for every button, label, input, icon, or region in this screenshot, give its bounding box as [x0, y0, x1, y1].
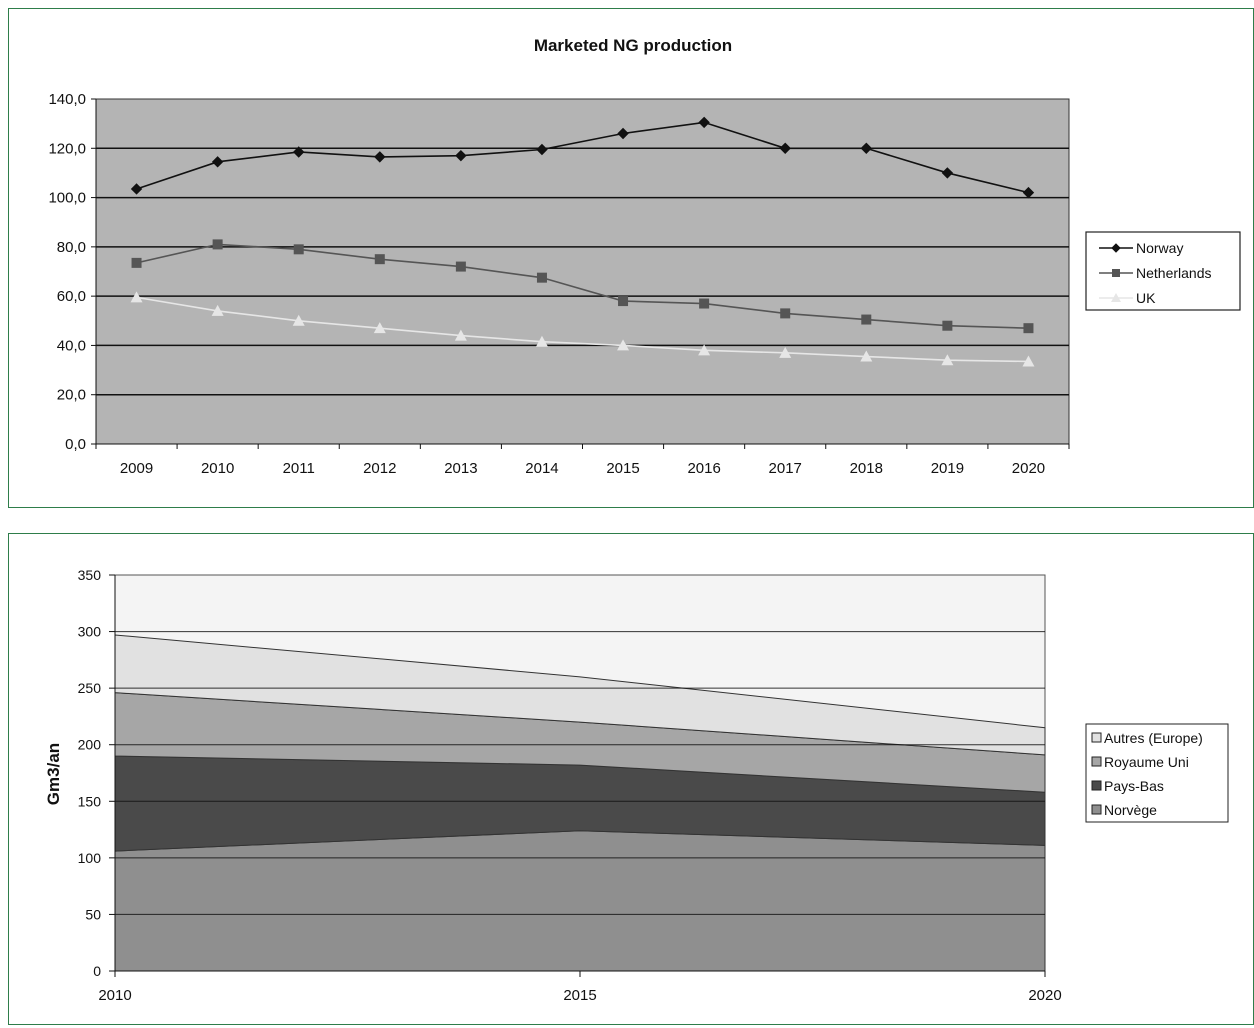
series-line — [136, 121, 1029, 194]
data-point-triangle — [130, 291, 143, 303]
y-tick-label: 40,0 — [57, 337, 86, 354]
data-point-diamond — [698, 116, 710, 129]
series-norway — [130, 116, 1035, 199]
data-point-diamond — [779, 142, 791, 154]
y-tick-label: 0 — [93, 963, 101, 979]
data-point-square — [131, 257, 142, 268]
data-point-diamond — [455, 149, 467, 162]
data-point-triangle — [1111, 293, 1121, 302]
y-tick-label: 300 — [78, 624, 102, 640]
y-tick-label: 60,0 — [57, 288, 86, 305]
data-point-square — [374, 254, 385, 265]
data-point-diamond — [293, 146, 305, 158]
legend-box — [1085, 723, 1229, 823]
x-tick-label: 2010 — [98, 987, 131, 1004]
data-point-diamond — [617, 127, 629, 140]
data-point-diamond — [1022, 186, 1035, 199]
data-point-square — [536, 272, 547, 283]
data-point-triangle — [292, 314, 305, 326]
data-point-diamond — [374, 151, 386, 163]
x-tick-label: 2015 — [606, 460, 639, 477]
y-tick-label: 140,0 — [48, 91, 86, 108]
series-uk — [130, 291, 1035, 367]
y-tick-label: 100,0 — [48, 190, 86, 207]
legend-label: Norway — [1136, 240, 1183, 256]
area-chart: 0 50 100 150 200 250 300 350 2010 2015 2020 Gm3/an A… — [44, 567, 1229, 1004]
data-point-square — [1112, 269, 1120, 277]
data-point-square — [618, 296, 629, 307]
x-tick-label: 2018 — [850, 460, 883, 477]
data-point-diamond — [1111, 243, 1121, 253]
data-point-triangle — [860, 350, 873, 362]
y-axis-label: Gm3/an — [44, 743, 63, 805]
chart-title: Marketed NG production — [534, 36, 732, 55]
legend-box — [1085, 231, 1241, 311]
area-norv-ge — [114, 830, 1046, 972]
y-tick-label: 350 — [78, 567, 102, 583]
line-chart: 0,0 20,0 40,0 60,0 80,0 100,0 120,0 140,0 2009 20… — [48, 36, 1241, 477]
series-netherlands — [131, 239, 1034, 334]
data-point-triangle — [698, 344, 711, 356]
y-tick-label: 250 — [78, 680, 102, 696]
data-point-triangle — [454, 329, 467, 341]
y-tick-label: 20,0 — [57, 387, 86, 404]
y-tick-label: 100 — [78, 850, 102, 866]
data-point-triangle — [1022, 355, 1035, 367]
data-point-diamond — [860, 142, 872, 154]
data-point-square — [455, 261, 466, 272]
y-tick-label: 200 — [78, 737, 102, 753]
legend-swatch — [1091, 732, 1102, 743]
plot-area — [95, 98, 1070, 445]
series-line — [136, 243, 1029, 329]
x-tick-label: 2020 — [1028, 987, 1061, 1004]
data-point-triangle — [779, 346, 792, 358]
data-point-square — [212, 239, 223, 250]
x-tick-label: 2011 — [283, 460, 315, 477]
data-point-square — [293, 244, 304, 255]
x-tick-label: 2015 — [563, 987, 596, 1004]
data-point-diamond — [941, 167, 954, 179]
legend-swatch — [1091, 804, 1102, 815]
legend-label: Pays-Bas — [1104, 778, 1164, 794]
y-tick-label: 0,0 — [65, 436, 86, 453]
legend-label: Norvège — [1104, 802, 1157, 818]
area-chart-panel: 0 50 100 150 200 250 300 350 2010 2015 2020 Gm3/an A… — [8, 533, 1254, 1025]
data-point-diamond — [536, 143, 548, 156]
x-tick-label: 2019 — [931, 460, 964, 477]
x-tick-label: 2009 — [120, 460, 153, 477]
line-chart-panel: 0,0 20,0 40,0 60,0 80,0 100,0 120,0 140,0 2009 20… — [8, 8, 1254, 508]
stacked-areas — [114, 634, 1046, 972]
y-tick-label: 50 — [85, 906, 101, 922]
data-point-triangle — [941, 354, 954, 366]
data-point-diamond — [130, 183, 143, 195]
x-tick-label: 2010 — [201, 460, 234, 477]
data-point-triangle — [617, 339, 630, 351]
x-tick-label: 2013 — [444, 460, 477, 477]
legend-swatch — [1091, 756, 1102, 767]
data-point-triangle — [211, 304, 224, 316]
data-point-triangle — [535, 335, 548, 347]
y-tick-label: 150 — [78, 793, 102, 809]
x-tick-label: 2014 — [525, 460, 558, 477]
series-line — [136, 296, 1029, 363]
x-tick-label: 2016 — [687, 460, 720, 477]
data-point-square — [780, 308, 791, 319]
data-point-diamond — [211, 156, 224, 168]
data-point-triangle — [373, 322, 386, 334]
legend-label: Royaume Uni — [1104, 754, 1189, 770]
data-point-square — [942, 320, 953, 331]
data-point-square — [1023, 323, 1034, 334]
data-point-square — [861, 314, 872, 325]
y-tick-label: 80,0 — [57, 239, 86, 256]
legend-label: Netherlands — [1136, 265, 1212, 281]
x-tick-label: 2020 — [1012, 460, 1045, 477]
x-tick-label: 2012 — [363, 460, 396, 477]
data-point-square — [699, 298, 710, 309]
legend-swatch — [1091, 780, 1102, 791]
legend-label: UK — [1136, 290, 1156, 306]
x-tick-label: 2017 — [769, 460, 802, 477]
y-tick-label: 120,0 — [48, 140, 86, 157]
legend-label: Autres (Europe) — [1104, 730, 1203, 746]
